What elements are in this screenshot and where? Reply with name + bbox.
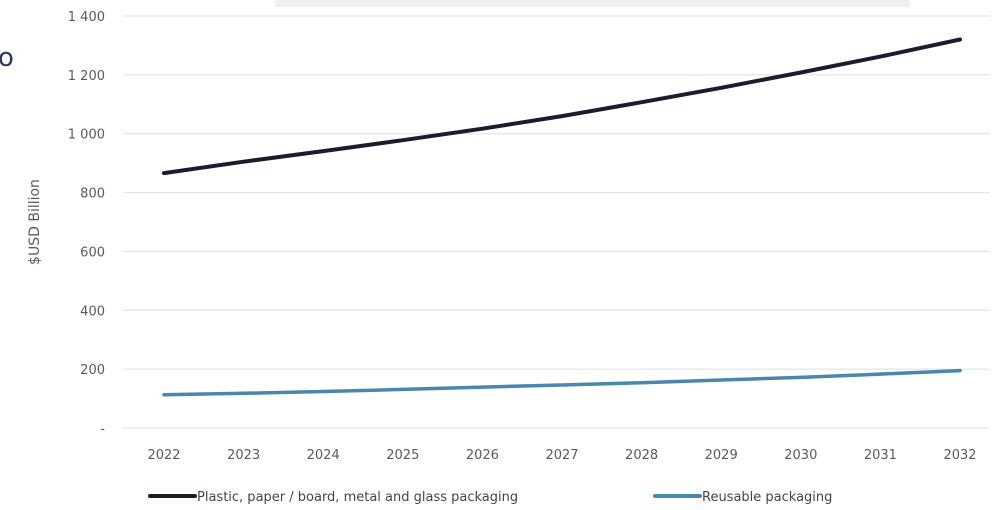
- top-overlay-bar: [275, 0, 910, 7]
- series-line-1: [162, 37, 962, 176]
- x-tick-label: 2024: [307, 448, 340, 463]
- y-tick-label: -: [100, 422, 105, 437]
- series-line-2: [162, 368, 962, 397]
- x-tick-label: 2031: [864, 448, 897, 463]
- y-tick-label: 400: [80, 304, 105, 319]
- x-axis-ticks: 2022 2023 2024 2025 2026 2027 2028 2029 2030 2031…: [147, 448, 976, 463]
- x-tick-label: 2029: [705, 448, 738, 463]
- y-tick-label: 600: [80, 245, 105, 260]
- y-tick-label: 200: [80, 363, 105, 378]
- x-tick-label: 2032: [943, 448, 976, 463]
- y-tick-label: 1 200: [68, 69, 105, 84]
- x-tick-label: 2030: [784, 448, 817, 463]
- x-tick-label: 2027: [545, 448, 578, 463]
- x-tick-label: 2028: [625, 448, 658, 463]
- y-axis-ticks: - 200 400 600 800 1 000 1 200 1 400: [68, 10, 106, 437]
- legend: Plastic, paper / board, metal and glass …: [148, 490, 832, 505]
- x-tick-label: 2026: [466, 448, 499, 463]
- series-lines: [162, 37, 962, 397]
- y-tick-label: 1 000: [68, 128, 105, 143]
- y-tick-label: 1 400: [68, 10, 105, 25]
- y-tick-label: 800: [80, 187, 105, 202]
- cropped-edge-text: o: [0, 43, 14, 73]
- x-tick-label: 2025: [386, 448, 419, 463]
- x-tick-label: 2022: [147, 448, 180, 463]
- x-tick-label: 2023: [227, 448, 260, 463]
- legend-label-1: Plastic, paper / board, metal and glass …: [197, 490, 518, 505]
- legend-label-2: Reusable packaging: [702, 490, 832, 505]
- grid-lines: [123, 15, 990, 429]
- y-axis-title: $USD Billion: [27, 179, 43, 265]
